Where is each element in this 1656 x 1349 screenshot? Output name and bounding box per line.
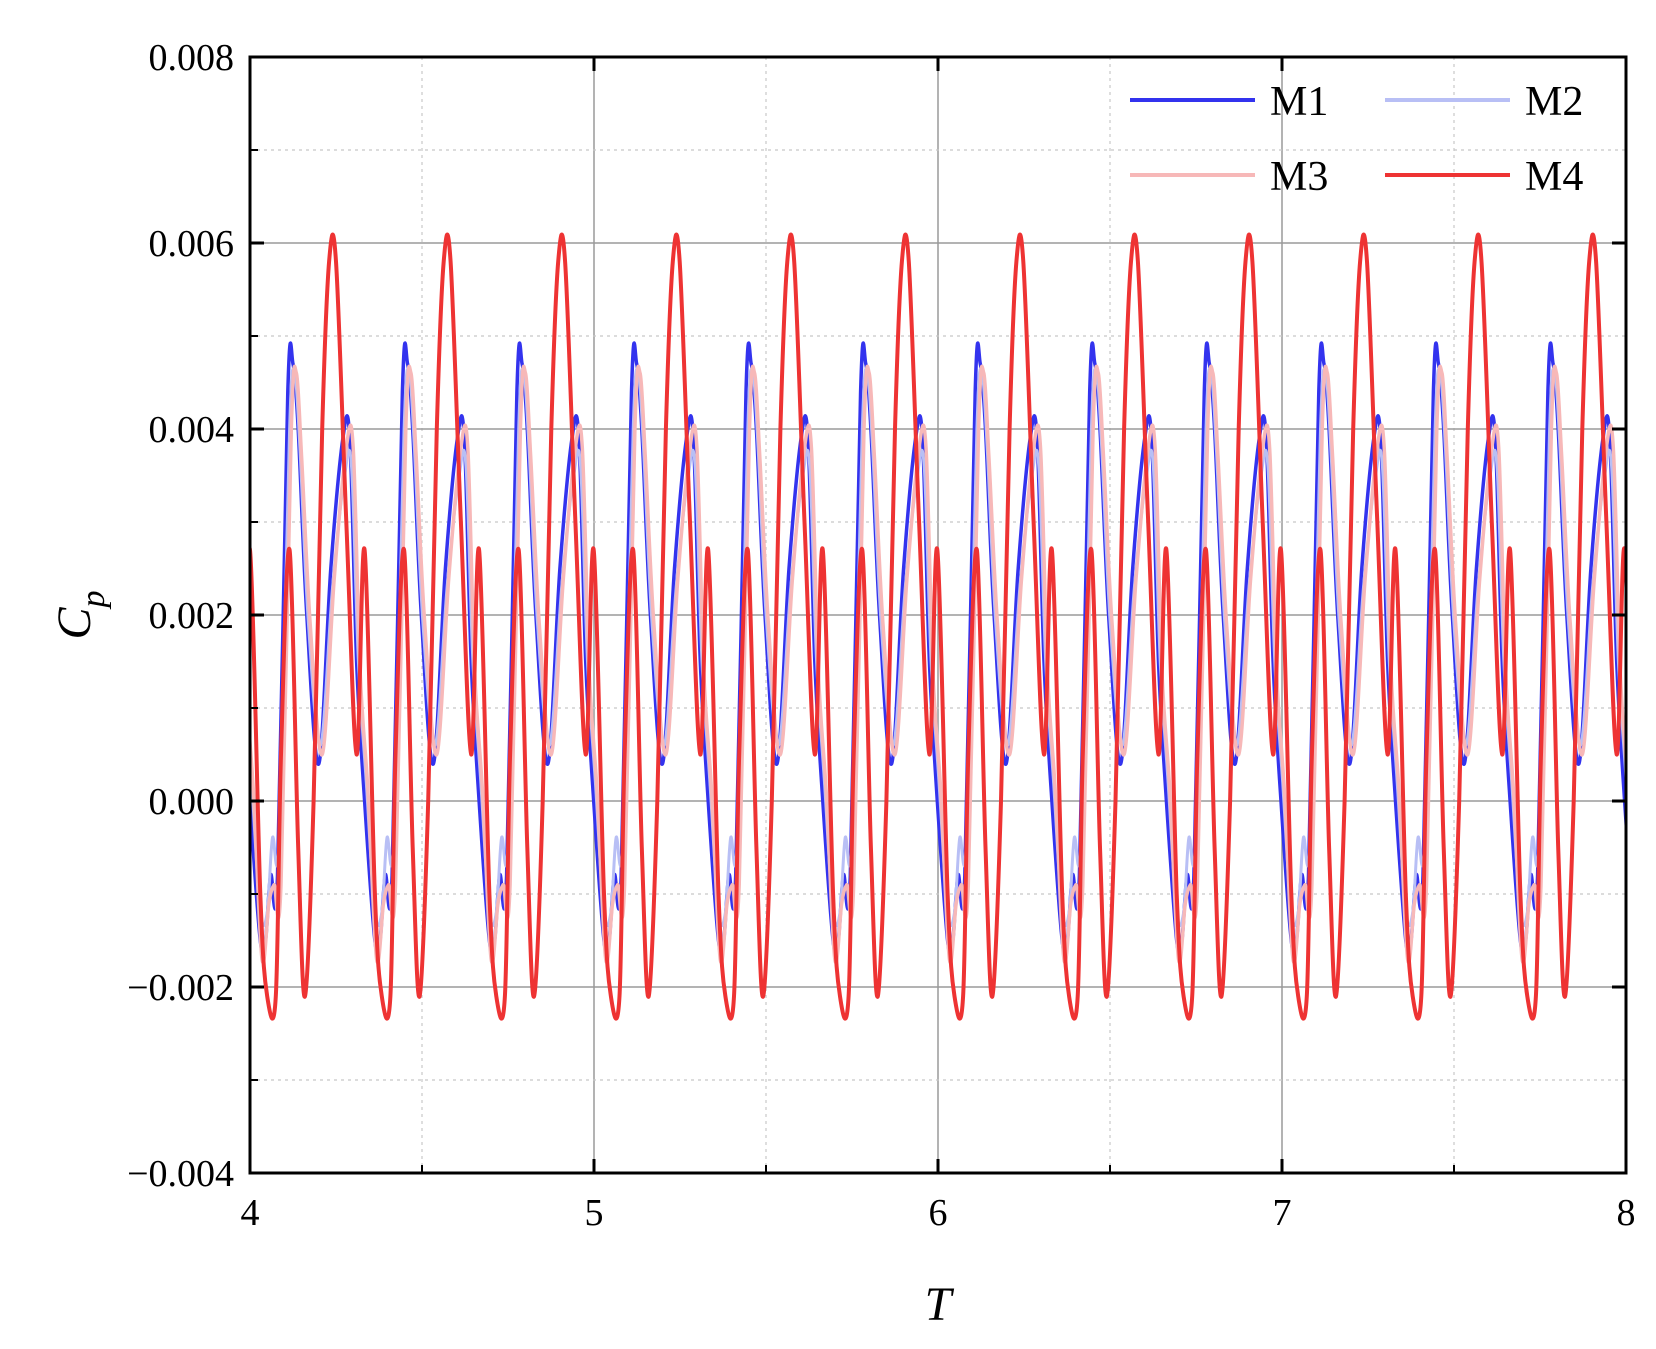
y-tick-label: 0.002	[149, 595, 235, 637]
series-layer	[250, 232, 1626, 1021]
y-tick-label: −0.002	[127, 967, 234, 1009]
x-tick-label: 8	[1617, 1192, 1636, 1234]
x-tick-label: 7	[1273, 1192, 1292, 1234]
legend-label-m1: M1	[1270, 79, 1328, 125]
legend-label-m2: M2	[1525, 79, 1583, 125]
x-tick-label: 6	[929, 1192, 948, 1234]
x-tick-label: 5	[585, 1192, 604, 1234]
ticks-layer: 4 5 6 7 8 −0.004 −0.002 0.000 0.002 0.004 0.006 0.0…	[127, 37, 1635, 1234]
legend-label-m3: M3	[1270, 154, 1328, 200]
legend-label-m4: M4	[1525, 154, 1583, 200]
x-tick-label: 4	[241, 1192, 260, 1234]
y-axis-title: Cp	[48, 590, 112, 639]
y-tick-label: 0.004	[149, 409, 235, 451]
legend: M1 M2 M3 M4	[1130, 79, 1583, 200]
y-axis-title-main: C	[48, 607, 101, 640]
y-tick-label: −0.004	[127, 1153, 234, 1195]
y-tick-label: 0.008	[149, 37, 235, 79]
x-axis-title: T	[925, 1278, 955, 1331]
y-tick-label: 0.000	[149, 781, 235, 823]
y-axis-title-subscript: p	[75, 590, 112, 609]
y-tick-label: 0.006	[149, 223, 235, 265]
series-line-m4	[250, 232, 1626, 1021]
